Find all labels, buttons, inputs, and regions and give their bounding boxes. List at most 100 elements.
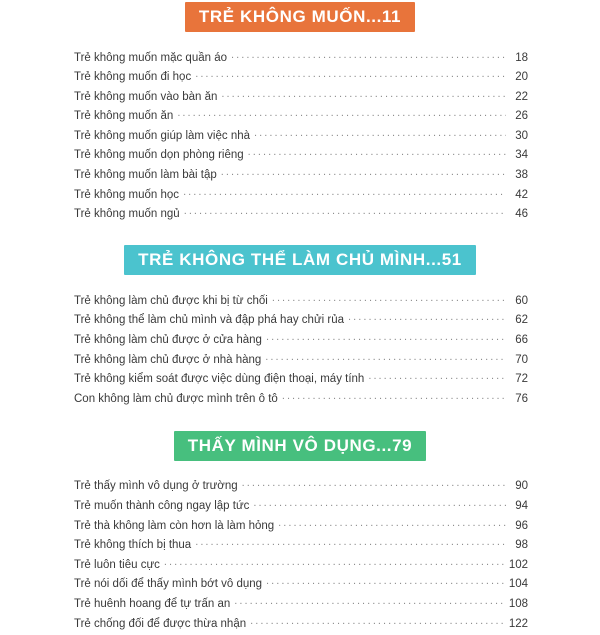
toc-entry[interactable]: Trẻ nói dối để thấy mình bớt vô dụng 104 xyxy=(74,576,528,596)
toc-entry-title: Trẻ không làm chủ được ở cửa hàng xyxy=(74,334,262,347)
toc-entry[interactable]: Trẻ thấy mình vô dụng ở trường 90 xyxy=(74,478,528,498)
toc-entry[interactable]: Trẻ không thể làm chủ mình và đập phá ha… xyxy=(74,312,528,332)
dot-leader xyxy=(184,206,506,218)
toc-entry-page: 26 xyxy=(515,110,528,123)
toc-entry-title: Trẻ không muốn học xyxy=(74,188,180,201)
toc-section-3: THẤY MÌNH VÔ DỤNG...79 Trẻ thấy mình vô … xyxy=(0,410,600,635)
toc-section-2: TRẺ KHÔNG THỂ LÀM CHỦ MÌNH...51 Trẻ khôn… xyxy=(0,225,600,410)
toc-entry-page: 98 xyxy=(515,539,528,552)
section-1-entry-list: Trẻ không muốn mặc quần áo 18 Trẻ không … xyxy=(0,32,600,225)
toc-entry[interactable]: Trẻ huênh hoang để tự trấn an 108 xyxy=(74,595,528,615)
toc-entry-page: 72 xyxy=(515,373,528,386)
toc-entry[interactable]: Trẻ không làm chủ được ở cửa hàng 66 xyxy=(74,332,528,352)
toc-entry-title: Trẻ luôn tiêu cực xyxy=(74,558,160,571)
toc-entry-title: Trẻ không muốn mặc quần áo xyxy=(74,51,227,64)
toc-entry[interactable]: Trẻ không làm chủ được ở nhà hàng 70 xyxy=(74,351,528,371)
toc-entry[interactable]: Trẻ không thích bị thua 98 xyxy=(74,537,528,557)
toc-entry[interactable]: Trẻ không muốn ngủ 46 xyxy=(74,206,528,226)
dot-leader xyxy=(231,49,506,61)
dot-leader xyxy=(272,292,506,304)
toc-entry-title: Trẻ không làm chủ được khi bị từ chối xyxy=(74,294,268,307)
toc-entry[interactable]: Trẻ không muốn mặc quần áo 18 xyxy=(74,49,528,69)
dot-leader xyxy=(183,186,506,198)
dot-leader xyxy=(278,517,506,529)
toc-entry-page: 104 xyxy=(508,578,528,591)
dot-leader xyxy=(253,498,506,510)
toc-entry[interactable]: Trẻ không muốn dọn phòng riêng 34 xyxy=(74,147,528,167)
toc-entry-title: Trẻ thà không làm còn hơn là làm hỏng xyxy=(74,519,275,532)
toc-entry[interactable]: Trẻ chống đối để được thừa nhận 122 xyxy=(74,615,528,635)
toc-entry-page: 66 xyxy=(515,334,528,347)
dot-leader xyxy=(242,478,506,490)
dot-leader xyxy=(266,332,506,344)
toc-entry-title: Trẻ không muốn làm bài tập xyxy=(74,169,217,182)
toc-entry-title: Trẻ không muốn vào bàn ăn xyxy=(74,90,218,103)
toc-entry-page: 42 xyxy=(515,188,528,201)
toc-entry[interactable]: Trẻ không muốn vào bàn ăn 22 xyxy=(74,88,528,108)
toc-entry-page: 96 xyxy=(515,519,528,532)
toc-entry[interactable]: Trẻ không muốn ăn 26 xyxy=(74,108,528,128)
toc-entry-page: 90 xyxy=(515,480,528,493)
toc-entry-title: Con không làm chủ được mình trên ô tô xyxy=(74,392,278,405)
toc-entry-page: 34 xyxy=(515,149,528,162)
toc-entry-page: 38 xyxy=(515,169,528,182)
toc-entry-title: Trẻ không kiểm soát được việc dùng điện … xyxy=(74,373,365,386)
toc-entry-page: 46 xyxy=(515,208,528,221)
toc-entry[interactable]: Trẻ luôn tiêu cực 102 xyxy=(74,556,528,576)
dot-leader xyxy=(164,556,506,568)
section-3-heading-badge: THẤY MÌNH VÔ DỤNG...79 xyxy=(173,430,427,461)
dot-leader xyxy=(250,615,506,627)
dot-leader xyxy=(248,147,506,159)
section-1-heading-badge: TRẺ KHÔNG MUỐN...11 xyxy=(184,2,416,32)
toc-entry-page: 94 xyxy=(515,500,528,512)
toc-entry-page: 20 xyxy=(515,71,528,84)
toc-entry-title: Trẻ không thích bị thua xyxy=(74,539,192,552)
toc-entry[interactable]: Trẻ không muốn làm bài tập 38 xyxy=(74,167,528,187)
toc-entry[interactable]: Trẻ không muốn học 42 xyxy=(74,186,528,206)
dot-leader xyxy=(195,537,506,549)
toc-entry-page: 70 xyxy=(515,353,528,366)
section-2-heading-badge: TRẺ KHÔNG THỂ LÀM CHỦ MÌNH...51 xyxy=(124,245,476,276)
toc-entry-title: Trẻ không muốn ngủ xyxy=(74,208,180,221)
toc-entry[interactable]: Trẻ muốn thành công ngay lập tức 94 xyxy=(74,498,528,518)
toc-entry-page: 30 xyxy=(515,129,528,142)
dot-leader xyxy=(234,595,506,607)
toc-entry-title: Trẻ thấy mình vô dụng ở trường xyxy=(74,480,238,493)
toc-entry-page: 102 xyxy=(508,558,528,571)
toc-entry-title: Trẻ huênh hoang để tự trấn an xyxy=(74,597,231,610)
toc-entry-title: Trẻ không muốn dọn phòng riêng xyxy=(74,149,244,162)
toc-entry-title: Trẻ không làm chủ được ở nhà hàng xyxy=(74,353,262,366)
toc-entry[interactable]: Trẻ thà không làm còn hơn là làm hỏng 96 xyxy=(74,517,528,537)
toc-entry-title: Trẻ không muốn đi học xyxy=(74,71,192,84)
dot-leader xyxy=(221,167,506,179)
toc-entry-page: 60 xyxy=(515,294,528,307)
toc-entry[interactable]: Trẻ không muốn giúp làm việc nhà 30 xyxy=(74,127,528,147)
dot-leader xyxy=(177,108,506,120)
toc-entry[interactable]: Trẻ không kiểm soát được việc dùng điện … xyxy=(74,371,528,391)
toc-entry-page: 62 xyxy=(515,314,528,327)
table-of-contents: TRẺ KHÔNG MUỐN...11 Trẻ không muốn mặc q… xyxy=(0,0,600,600)
section-3-entry-list: Trẻ thấy mình vô dụng ở trường 90 Trẻ mu… xyxy=(0,461,600,635)
dot-leader xyxy=(254,127,506,139)
section-2-entry-list: Trẻ không làm chủ được khi bị từ chối 60… xyxy=(0,275,600,410)
dot-leader xyxy=(265,351,506,363)
dot-leader xyxy=(368,371,506,383)
section-1-heading-row: TRẺ KHÔNG MUỐN...11 xyxy=(0,0,600,32)
toc-entry-title: Trẻ muốn thành công ngay lập tức xyxy=(74,500,250,512)
toc-entry[interactable]: Trẻ không muốn đi học 20 xyxy=(74,69,528,89)
toc-entry-page: 18 xyxy=(515,51,528,64)
dot-leader xyxy=(348,312,506,324)
dot-leader xyxy=(221,88,506,100)
toc-entry-title: Trẻ không muốn ăn xyxy=(74,110,174,123)
toc-entry-page: 76 xyxy=(515,392,528,405)
toc-entry-page: 122 xyxy=(508,617,528,630)
dot-leader xyxy=(195,69,506,81)
dot-leader xyxy=(282,390,506,402)
toc-entry[interactable]: Trẻ không làm chủ được khi bị từ chối 60 xyxy=(74,292,528,312)
toc-entry-title: Trẻ không muốn giúp làm việc nhà xyxy=(74,129,251,142)
toc-entry-page: 22 xyxy=(515,90,528,103)
dot-leader xyxy=(266,576,506,588)
section-2-heading-row: TRẺ KHÔNG THỂ LÀM CHỦ MÌNH...51 xyxy=(0,225,600,276)
toc-entry[interactable]: Con không làm chủ được mình trên ô tô 76 xyxy=(74,390,528,410)
toc-entry-title: Trẻ chống đối để được thừa nhận xyxy=(74,617,247,630)
